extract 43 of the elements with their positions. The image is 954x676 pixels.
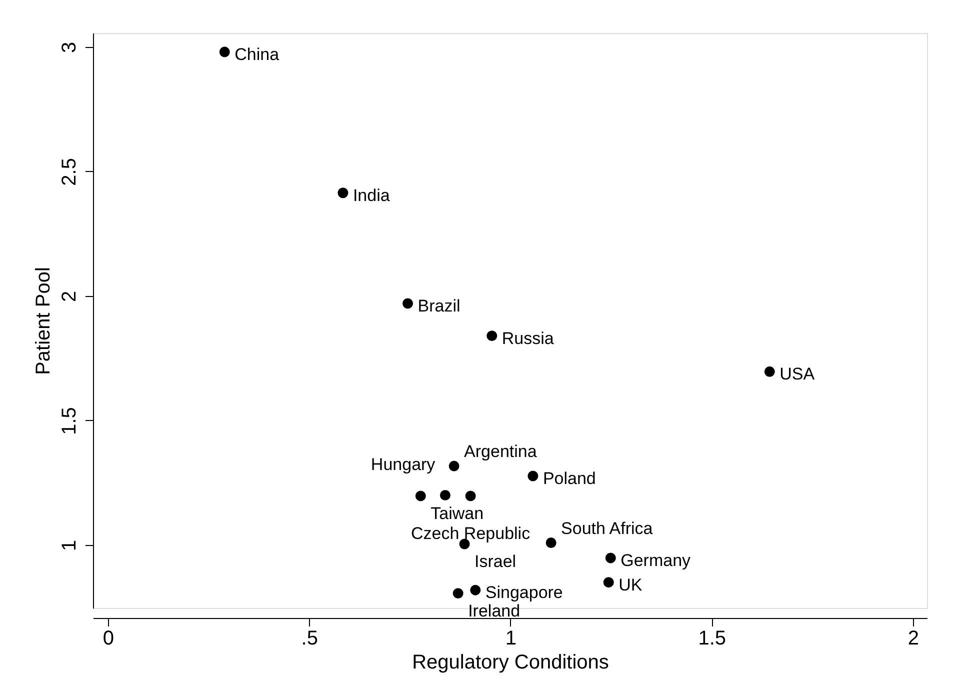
y-tick-label: 1 bbox=[58, 540, 80, 552]
y-tick-label: 2 bbox=[58, 290, 80, 302]
x-tick-label: 1 bbox=[505, 628, 516, 650]
point bbox=[465, 490, 476, 502]
annotation: Ireland bbox=[468, 601, 520, 620]
point bbox=[219, 46, 230, 58]
annotation: Russia bbox=[502, 328, 554, 348]
annotation: Argentina bbox=[464, 442, 538, 462]
x-axis-title: Regulatory Conditions bbox=[412, 652, 609, 674]
point bbox=[486, 330, 498, 342]
annotation: Brazil bbox=[418, 296, 460, 316]
point bbox=[402, 298, 414, 309]
point bbox=[546, 538, 556, 548]
point bbox=[764, 366, 775, 377]
annotation: Czech Republic bbox=[411, 524, 531, 543]
annotation: India bbox=[352, 186, 390, 205]
x-tick-label: .5 bbox=[301, 628, 318, 650]
annotation: Hungary bbox=[370, 455, 436, 474]
annotation: USA bbox=[780, 364, 816, 384]
y-axis-title: Patient Pool bbox=[32, 267, 54, 375]
x-tick-label: 1.5 bbox=[698, 628, 726, 650]
annotation: Israel bbox=[474, 552, 516, 571]
point bbox=[415, 490, 426, 502]
point bbox=[603, 577, 614, 588]
annotation: Poland bbox=[542, 469, 596, 488]
y-tick-label: 1.5 bbox=[58, 407, 80, 435]
y-tick-label: 2.5 bbox=[58, 158, 80, 186]
annotation: UK bbox=[618, 575, 643, 594]
point bbox=[440, 490, 450, 500]
y-tick-label: 3 bbox=[58, 42, 80, 54]
point bbox=[338, 188, 348, 198]
point bbox=[528, 470, 538, 482]
point bbox=[605, 552, 616, 564]
annotation: Taiwan bbox=[430, 504, 484, 523]
point bbox=[470, 584, 481, 596]
annotation: Germany bbox=[620, 550, 692, 570]
point bbox=[448, 460, 460, 472]
annotation: Singapore bbox=[485, 583, 563, 602]
x-tick-label: 2 bbox=[908, 628, 919, 650]
annotation: South Africa bbox=[561, 518, 654, 538]
x-tick-label: 0 bbox=[102, 628, 114, 650]
annotation: China bbox=[234, 44, 280, 64]
point bbox=[452, 588, 464, 599]
